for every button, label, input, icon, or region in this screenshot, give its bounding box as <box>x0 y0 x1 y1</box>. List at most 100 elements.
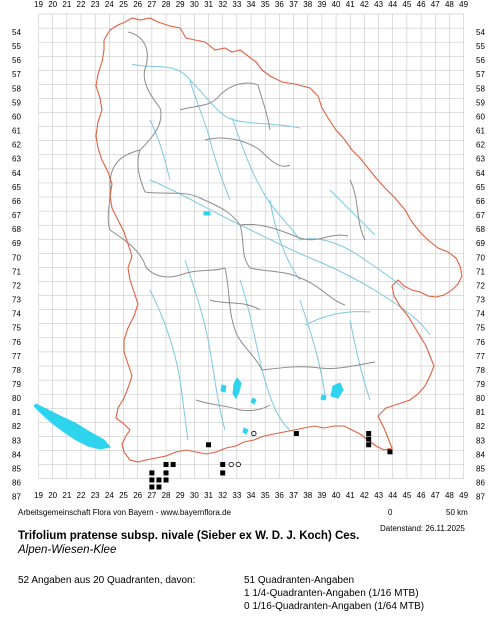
y-tick-label-left: 73 <box>12 296 21 305</box>
x-tick-label-top: 46 <box>417 0 426 9</box>
x-tick-label-bottom: 45 <box>402 491 411 500</box>
x-tick-label-top: 26 <box>133 0 142 9</box>
x-tick-label-bottom: 35 <box>261 491 270 500</box>
species-common-name: Alpen-Wiesen-Klee <box>18 544 117 556</box>
y-tick-label-right: 64 <box>476 169 485 178</box>
stats-breakdown: 51 Quadranten-Angaben 1 1/4-Quadranten-A… <box>244 574 424 613</box>
y-tick-label-right: 63 <box>476 155 485 164</box>
x-tick-label-bottom: 33 <box>232 491 241 500</box>
y-tick-label-left: 68 <box>12 225 21 234</box>
stats-quadrant-count: 51 Quadranten-Angaben <box>244 575 355 586</box>
y-tick-label-left: 56 <box>12 56 21 65</box>
x-tick-label-bottom: 24 <box>105 491 114 500</box>
x-tick-label-bottom: 37 <box>289 491 298 500</box>
y-tick-label-right: 67 <box>476 211 485 220</box>
x-tick-label-top: 44 <box>388 0 397 9</box>
y-tick-label-left: 59 <box>12 98 21 107</box>
y-tick-label-left: 87 <box>12 493 21 500</box>
x-tick-label-top: 24 <box>105 0 114 9</box>
y-tick-label-right: 86 <box>476 479 485 488</box>
y-tick-label-right: 83 <box>476 436 485 445</box>
district-borders <box>107 31 376 411</box>
x-tick-label-bottom: 21 <box>62 491 71 500</box>
x-tick-label-top: 20 <box>48 0 57 9</box>
y-tick-label-right: 66 <box>476 197 485 206</box>
y-tick-label-left: 63 <box>12 155 21 164</box>
y-tick-label-left: 61 <box>12 127 21 136</box>
x-tick-label-bottom: 49 <box>459 491 468 500</box>
state-border <box>95 17 463 463</box>
x-tick-label-top: 27 <box>147 0 156 9</box>
x-tick-label-top: 37 <box>289 0 298 9</box>
x-tick-label-top: 23 <box>91 0 100 9</box>
scale-end-label: 50 km <box>446 508 468 517</box>
y-tick-label-right: 62 <box>476 141 485 150</box>
x-tick-label-bottom: 22 <box>77 491 86 500</box>
record-marker-open <box>235 461 241 468</box>
record-marker-filled <box>170 461 176 467</box>
x-tick-label-top: 22 <box>77 0 86 9</box>
x-tick-label-bottom: 47 <box>431 491 440 500</box>
x-tick-label-top: 47 <box>431 0 440 9</box>
x-tick-label-bottom: 38 <box>303 491 312 500</box>
y-axis-left: 54 55 56 57 58 59 60 61 62 63 64 65 66 67 68 69 70 71 72 73… <box>12 28 21 500</box>
x-tick-label-top: 35 <box>261 0 270 9</box>
y-tick-label-left: 80 <box>12 394 21 403</box>
x-tick-label-bottom: 44 <box>388 491 397 500</box>
y-tick-label-left: 82 <box>12 422 21 431</box>
x-axis-top: 19 20 21 22 23 24 25 26 27 28 29 30 31 32 33 34 35 36 37 38… <box>34 0 469 9</box>
record-marker-filled <box>366 431 372 437</box>
y-tick-label-right: 60 <box>476 112 485 121</box>
distribution-map: 19 20 21 22 23 24 25 26 27 28 29 30 31 32 33 34 35 36 37 38… <box>12 0 485 500</box>
y-tick-label-right: 73 <box>476 296 485 305</box>
x-tick-label-top: 48 <box>445 0 454 9</box>
x-tick-label-bottom: 32 <box>218 491 227 500</box>
stats-summary: 52 Angaben aus 20 Quadranten, davon: <box>18 574 195 587</box>
x-tick-label-bottom: 36 <box>275 491 284 500</box>
x-tick-label-bottom: 23 <box>91 491 100 500</box>
y-axis-right: 54 55 56 57 58 59 60 61 62 63 64 65 66 67 68 69 70 71 72 73… <box>476 28 485 500</box>
y-tick-label-right: 72 <box>476 281 485 290</box>
record-marker-filled <box>163 470 169 476</box>
x-tick-label-top: 25 <box>119 0 128 9</box>
record-marker-filled <box>156 484 162 490</box>
x-tick-label-bottom: 40 <box>332 491 341 500</box>
stats-sixteenth-quadrant-count: 0 1/16-Quadranten-Angaben (1/64 MTB) <box>244 601 425 612</box>
record-marker-filled <box>149 470 155 476</box>
y-tick-label-left: 85 <box>12 464 21 473</box>
y-tick-label-right: 55 <box>476 42 485 51</box>
rivers <box>131 63 431 441</box>
y-tick-label-right: 74 <box>476 310 485 319</box>
x-tick-label-top: 39 <box>317 0 326 9</box>
x-tick-label-bottom: 28 <box>162 491 171 500</box>
y-tick-label-right: 85 <box>476 464 485 473</box>
record-marker-filled <box>206 442 212 448</box>
y-tick-label-right: 80 <box>476 394 485 403</box>
y-tick-label-left: 78 <box>12 366 21 375</box>
y-tick-label-left: 58 <box>12 84 21 93</box>
x-tick-label-bottom: 30 <box>190 491 199 500</box>
x-tick-label-top: 33 <box>232 0 241 9</box>
x-tick-label-top: 21 <box>62 0 71 9</box>
y-tick-label-right: 87 <box>476 493 485 500</box>
record-marker-filled <box>149 477 155 483</box>
x-tick-label-bottom: 31 <box>204 491 213 500</box>
record-marker-filled <box>220 470 226 476</box>
x-tick-label-top: 28 <box>162 0 171 9</box>
y-tick-label-left: 79 <box>12 380 21 389</box>
y-tick-label-right: 78 <box>476 366 485 375</box>
y-tick-label-left: 75 <box>12 324 21 333</box>
x-tick-label-bottom: 41 <box>346 491 355 500</box>
y-tick-label-right: 84 <box>476 450 485 459</box>
record-marker-filled <box>366 436 372 442</box>
scale-start-label: 0 <box>388 508 393 517</box>
y-tick-label-left: 84 <box>12 450 21 459</box>
y-tick-label-left: 74 <box>12 310 21 319</box>
y-tick-label-left: 60 <box>12 112 21 121</box>
record-marker-filled <box>163 461 169 467</box>
species-name: Trifolium pratense subsp. nivale (Sieber… <box>18 530 360 542</box>
y-tick-label-right: 58 <box>476 84 485 93</box>
y-tick-label-left: 65 <box>12 183 21 192</box>
record-markers <box>149 430 393 490</box>
y-tick-label-right: 76 <box>476 338 485 347</box>
